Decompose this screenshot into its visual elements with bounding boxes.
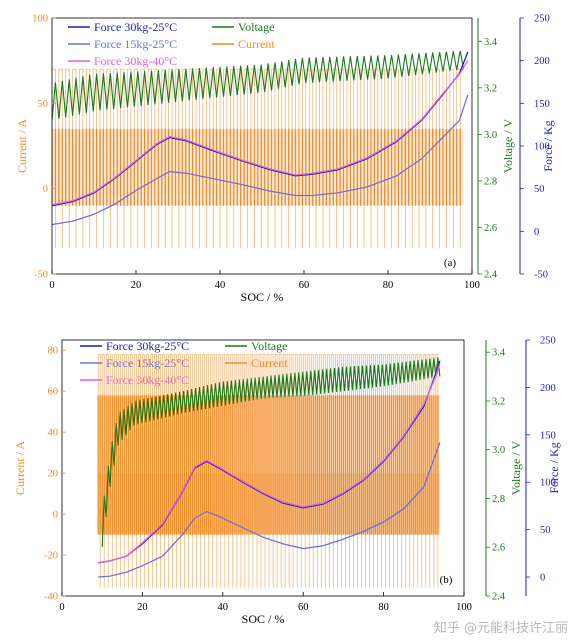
voltage-tick-label: 2.4 (484, 270, 498, 281)
series-force-30-40 (52, 60, 469, 206)
voltage-axis-label: Voltage / V (501, 119, 515, 174)
current-band (52, 128, 464, 206)
legend-entry: Force 30kg-40°C (106, 373, 189, 387)
legend-entry: Force 15kg-25°C (106, 356, 189, 370)
current-tick-label: 0 (43, 184, 48, 195)
legend-entry: Current (251, 356, 288, 370)
voltage-series (52, 50, 465, 121)
current-tick-label: 0 (53, 510, 58, 521)
plot-area (52, 50, 469, 249)
legend-entry: Voltage (238, 20, 274, 34)
force-axis-label: Force / Kg (541, 120, 555, 171)
plot-frame (61, 339, 465, 597)
force-tick-label: 200 (534, 56, 550, 67)
panel-label: (a) (444, 257, 457, 269)
x-tick-label: 100 (456, 602, 472, 613)
x-tick-label: 40 (218, 602, 229, 613)
plot-frame (51, 17, 473, 275)
voltage-axis: 2.4 2.6 2.8 3.0 3.2 3.4 Voltage / V (485, 340, 523, 603)
x-tick-label: 40 (215, 280, 226, 291)
force-tick-label: 0 (540, 573, 545, 584)
force-tick-label: 250 (540, 336, 556, 347)
x-tick-label: 20 (137, 602, 148, 613)
voltage-tick-label: 2.4 (492, 592, 506, 603)
current-tick-label: 50 (38, 99, 49, 110)
voltage-tick-label: 2.8 (492, 494, 505, 505)
force-axis: -50 0 50 100 150 200 250 Force / Kg (519, 14, 555, 281)
x-tick-label: 60 (298, 602, 309, 613)
force-tick-label: 50 (534, 184, 545, 195)
x-tick-label: 100 (464, 280, 480, 291)
x-tick-label: 60 (299, 280, 310, 291)
current-band (98, 395, 440, 535)
voltage-tick-label: 2.8 (484, 176, 497, 187)
voltage-tick-label: 3.4 (492, 348, 506, 359)
series-force-30-40 (98, 363, 441, 564)
legend-entry: Voltage (251, 339, 287, 353)
x-axis: 0 20 40 60 80 100 SOC / % (59, 592, 472, 626)
current-tick-label: 100 (32, 14, 48, 25)
legend: Force 30kg-25°C Voltage Force 15kg-25°C Cur… (80, 339, 288, 387)
force-tick-label: 0 (534, 227, 539, 238)
current-series-outer (97, 353, 439, 588)
voltage-axis-label: Voltage / V (509, 441, 523, 496)
force-axis-label: Force / Kg (547, 442, 561, 493)
x-tick-label: 80 (383, 280, 394, 291)
voltage-tick-label: 3.4 (484, 37, 498, 48)
force-tick-label: 100 (534, 142, 550, 153)
plot-area (97, 353, 441, 588)
legend-entry: Force 15kg-25°C (94, 37, 177, 51)
legend-entry: Force 30kg-40°C (94, 54, 177, 68)
voltage-tick-label: 3.2 (492, 396, 505, 407)
current-axis: -40 -20 0 20 40 60 80 Current / A (13, 346, 66, 603)
current-series (97, 395, 439, 535)
force-tick-label: 50 (540, 525, 551, 536)
current-tick-label: 60 (48, 387, 59, 398)
current-tick-label: -50 (34, 270, 48, 281)
voltage-series (101, 357, 441, 548)
force-tick-label: 100 (540, 478, 556, 489)
x-tick-label: 20 (131, 280, 142, 291)
force-tick-label: 150 (540, 430, 556, 441)
series-force-15-25 (98, 442, 441, 578)
x-axis-label: SOC / % (241, 290, 284, 304)
panel-label: (b) (440, 574, 453, 586)
voltage-tick-label: 2.6 (484, 223, 497, 234)
voltage-tick-label: 3.2 (484, 83, 497, 94)
voltage-axis: 2.4 2.6 2.8 3.0 3.2 3.4 Voltage / V (477, 18, 515, 281)
legend-entry: Current (238, 37, 275, 51)
series-force-15-25 (52, 94, 469, 226)
force-tick-label: 250 (534, 14, 550, 25)
current-axis-label: Current / A (13, 441, 27, 495)
voltage-tick-label: 2.6 (492, 543, 505, 554)
current-inner-band (98, 473, 440, 535)
x-tick-label: 80 (378, 602, 389, 613)
watermark-text: 知乎 @元能科技许江丽 (434, 620, 568, 636)
current-tick-label: 40 (48, 428, 59, 439)
force-axis: 0 50 100 150 200 250 Force / Kg (525, 336, 561, 596)
x-axis-label: SOC / % (242, 612, 285, 626)
panel-b: 0 20 40 60 80 100 SOC / % -40 -20 0 20 40 60 80 Curren… (13, 336, 561, 627)
force-tick-label: 150 (534, 99, 550, 110)
current-axis-label: Current / A (15, 119, 29, 173)
legend-entry: Force 30kg-25°C (94, 20, 177, 34)
legend: Force 30kg-25°C Voltage Force 15kg-25°C Cur… (68, 20, 275, 68)
legend-entry: Force 30kg-25°C (106, 339, 189, 353)
voltage-tick-label: 3.0 (484, 130, 497, 141)
current-tick-label: -40 (44, 592, 58, 603)
x-tick-label: 0 (59, 602, 64, 613)
x-tick-label: 0 (49, 280, 54, 291)
current-tick-label: 80 (48, 346, 59, 357)
current-series (52, 128, 461, 206)
current-axis: -50 0 50 100 Current / A (15, 14, 56, 281)
force-tick-label: -50 (534, 270, 548, 281)
x-axis: 0 20 40 60 80 100 SOC / % (49, 270, 480, 304)
force-tick-label: 200 (540, 383, 556, 394)
voltage-tick-label: 3.0 (492, 445, 505, 456)
current-tick-label: 20 (48, 469, 59, 480)
current-tick-label: -20 (44, 551, 58, 562)
